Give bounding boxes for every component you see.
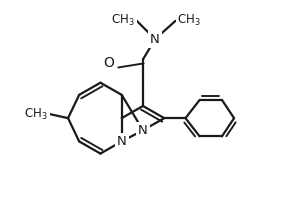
Text: N: N bbox=[117, 135, 126, 148]
Text: CH$_3$: CH$_3$ bbox=[177, 13, 201, 28]
Text: N: N bbox=[138, 124, 148, 137]
Text: O: O bbox=[104, 56, 115, 70]
Text: N: N bbox=[150, 33, 160, 46]
Text: CH$_3$: CH$_3$ bbox=[24, 107, 48, 122]
Text: CH$_3$: CH$_3$ bbox=[111, 13, 135, 28]
